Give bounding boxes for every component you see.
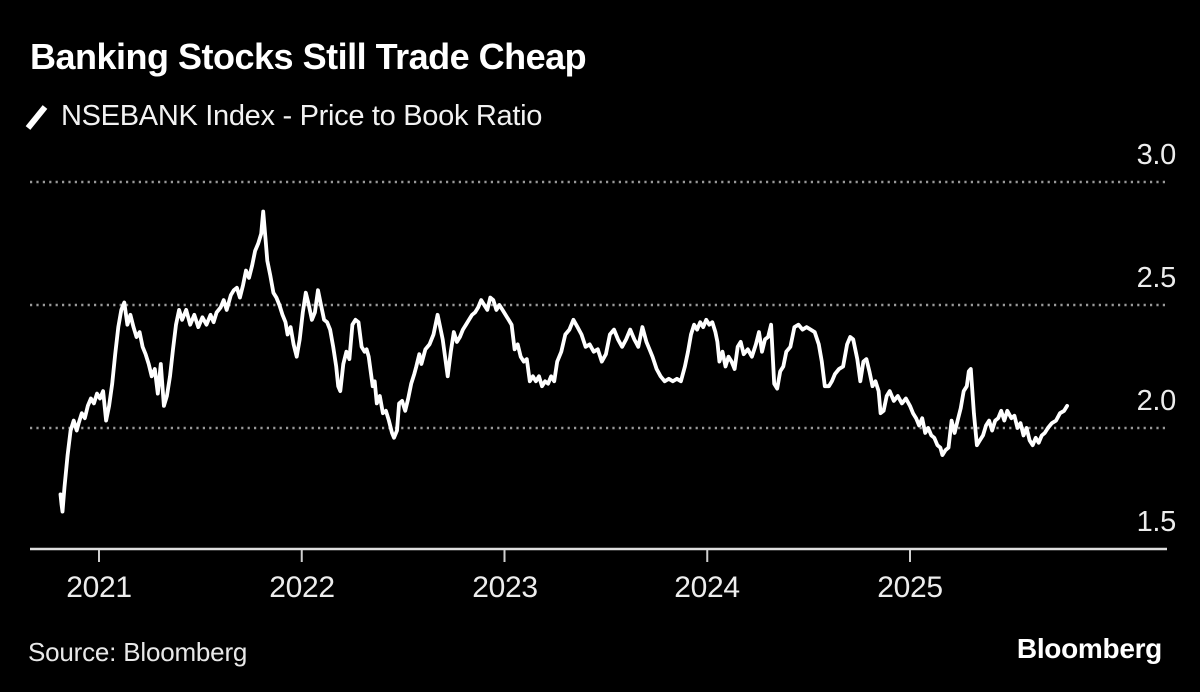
y-axis-label-2-5: 2.5 bbox=[1136, 262, 1177, 294]
price-to-book-line bbox=[58, 209, 1069, 514]
x-axis-label-2022: 2022 bbox=[269, 571, 335, 604]
legend-label: NSEBANK Index - Price to Book Ratio bbox=[61, 100, 543, 132]
source-note: Source: Bloomberg bbox=[28, 637, 248, 667]
x-axis-label-2025: 2025 bbox=[877, 571, 943, 604]
line-series-slash-icon bbox=[25, 104, 48, 130]
y-axis-label-3-0: 3.0 bbox=[1136, 139, 1177, 171]
y-axis-label-2-0: 2.0 bbox=[1136, 385, 1177, 417]
bloomberg-logo: Bloomberg bbox=[1016, 633, 1162, 664]
y-axis-label-1-5: 1.5 bbox=[1136, 506, 1177, 538]
x-axis-label-2021: 2021 bbox=[66, 571, 132, 604]
chart-title: Banking Stocks Still Trade Cheap bbox=[30, 36, 587, 77]
x-axis-label-2024: 2024 bbox=[674, 571, 740, 604]
chart-legend: NSEBANK Index - Price to Book Ratio bbox=[24, 100, 542, 133]
x-axis-label-2023: 2023 bbox=[472, 571, 538, 604]
